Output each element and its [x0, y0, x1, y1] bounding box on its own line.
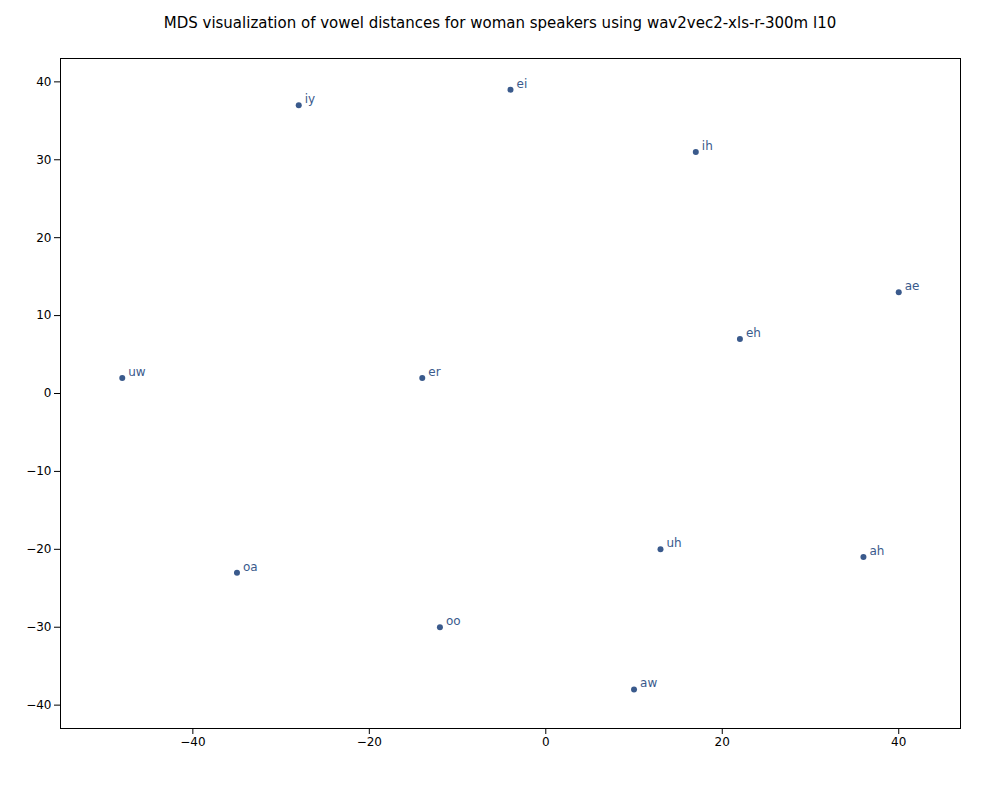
- svg-text:er: er: [428, 365, 440, 379]
- svg-text:10: 10: [36, 308, 51, 322]
- svg-text:−20: −20: [26, 542, 51, 556]
- svg-text:−40: −40: [26, 698, 51, 712]
- svg-text:ae: ae: [905, 279, 920, 293]
- svg-text:eh: eh: [746, 326, 761, 340]
- svg-text:40: 40: [891, 735, 906, 749]
- svg-text:0: 0: [542, 735, 550, 749]
- svg-text:20: 20: [715, 735, 730, 749]
- svg-text:uw: uw: [128, 365, 146, 379]
- html-text:MDS visualization of vowel dis: MDS visualization of vowel distances for…: [163, 14, 837, 32]
- svg-text:ei: ei: [517, 77, 528, 91]
- svg-text:0: 0: [44, 386, 52, 400]
- svg-text:−30: −30: [26, 620, 51, 634]
- svg-text:ih: ih: [702, 139, 713, 153]
- svg-text:−10: −10: [26, 464, 51, 478]
- svg-text:40: 40: [36, 75, 51, 89]
- svg-text:ah: ah: [869, 544, 884, 558]
- svg-text:aw: aw: [640, 676, 657, 690]
- svg-text:uh: uh: [667, 536, 682, 550]
- svg-text:20: 20: [36, 231, 51, 245]
- svg-text:iy: iy: [305, 92, 315, 106]
- svg-text:oa: oa: [243, 560, 258, 574]
- svg-text:−40: −40: [180, 735, 205, 749]
- svg-text:−20: −20: [357, 735, 382, 749]
- svg-text:oo: oo: [446, 614, 461, 628]
- svg-text:30: 30: [36, 153, 51, 167]
